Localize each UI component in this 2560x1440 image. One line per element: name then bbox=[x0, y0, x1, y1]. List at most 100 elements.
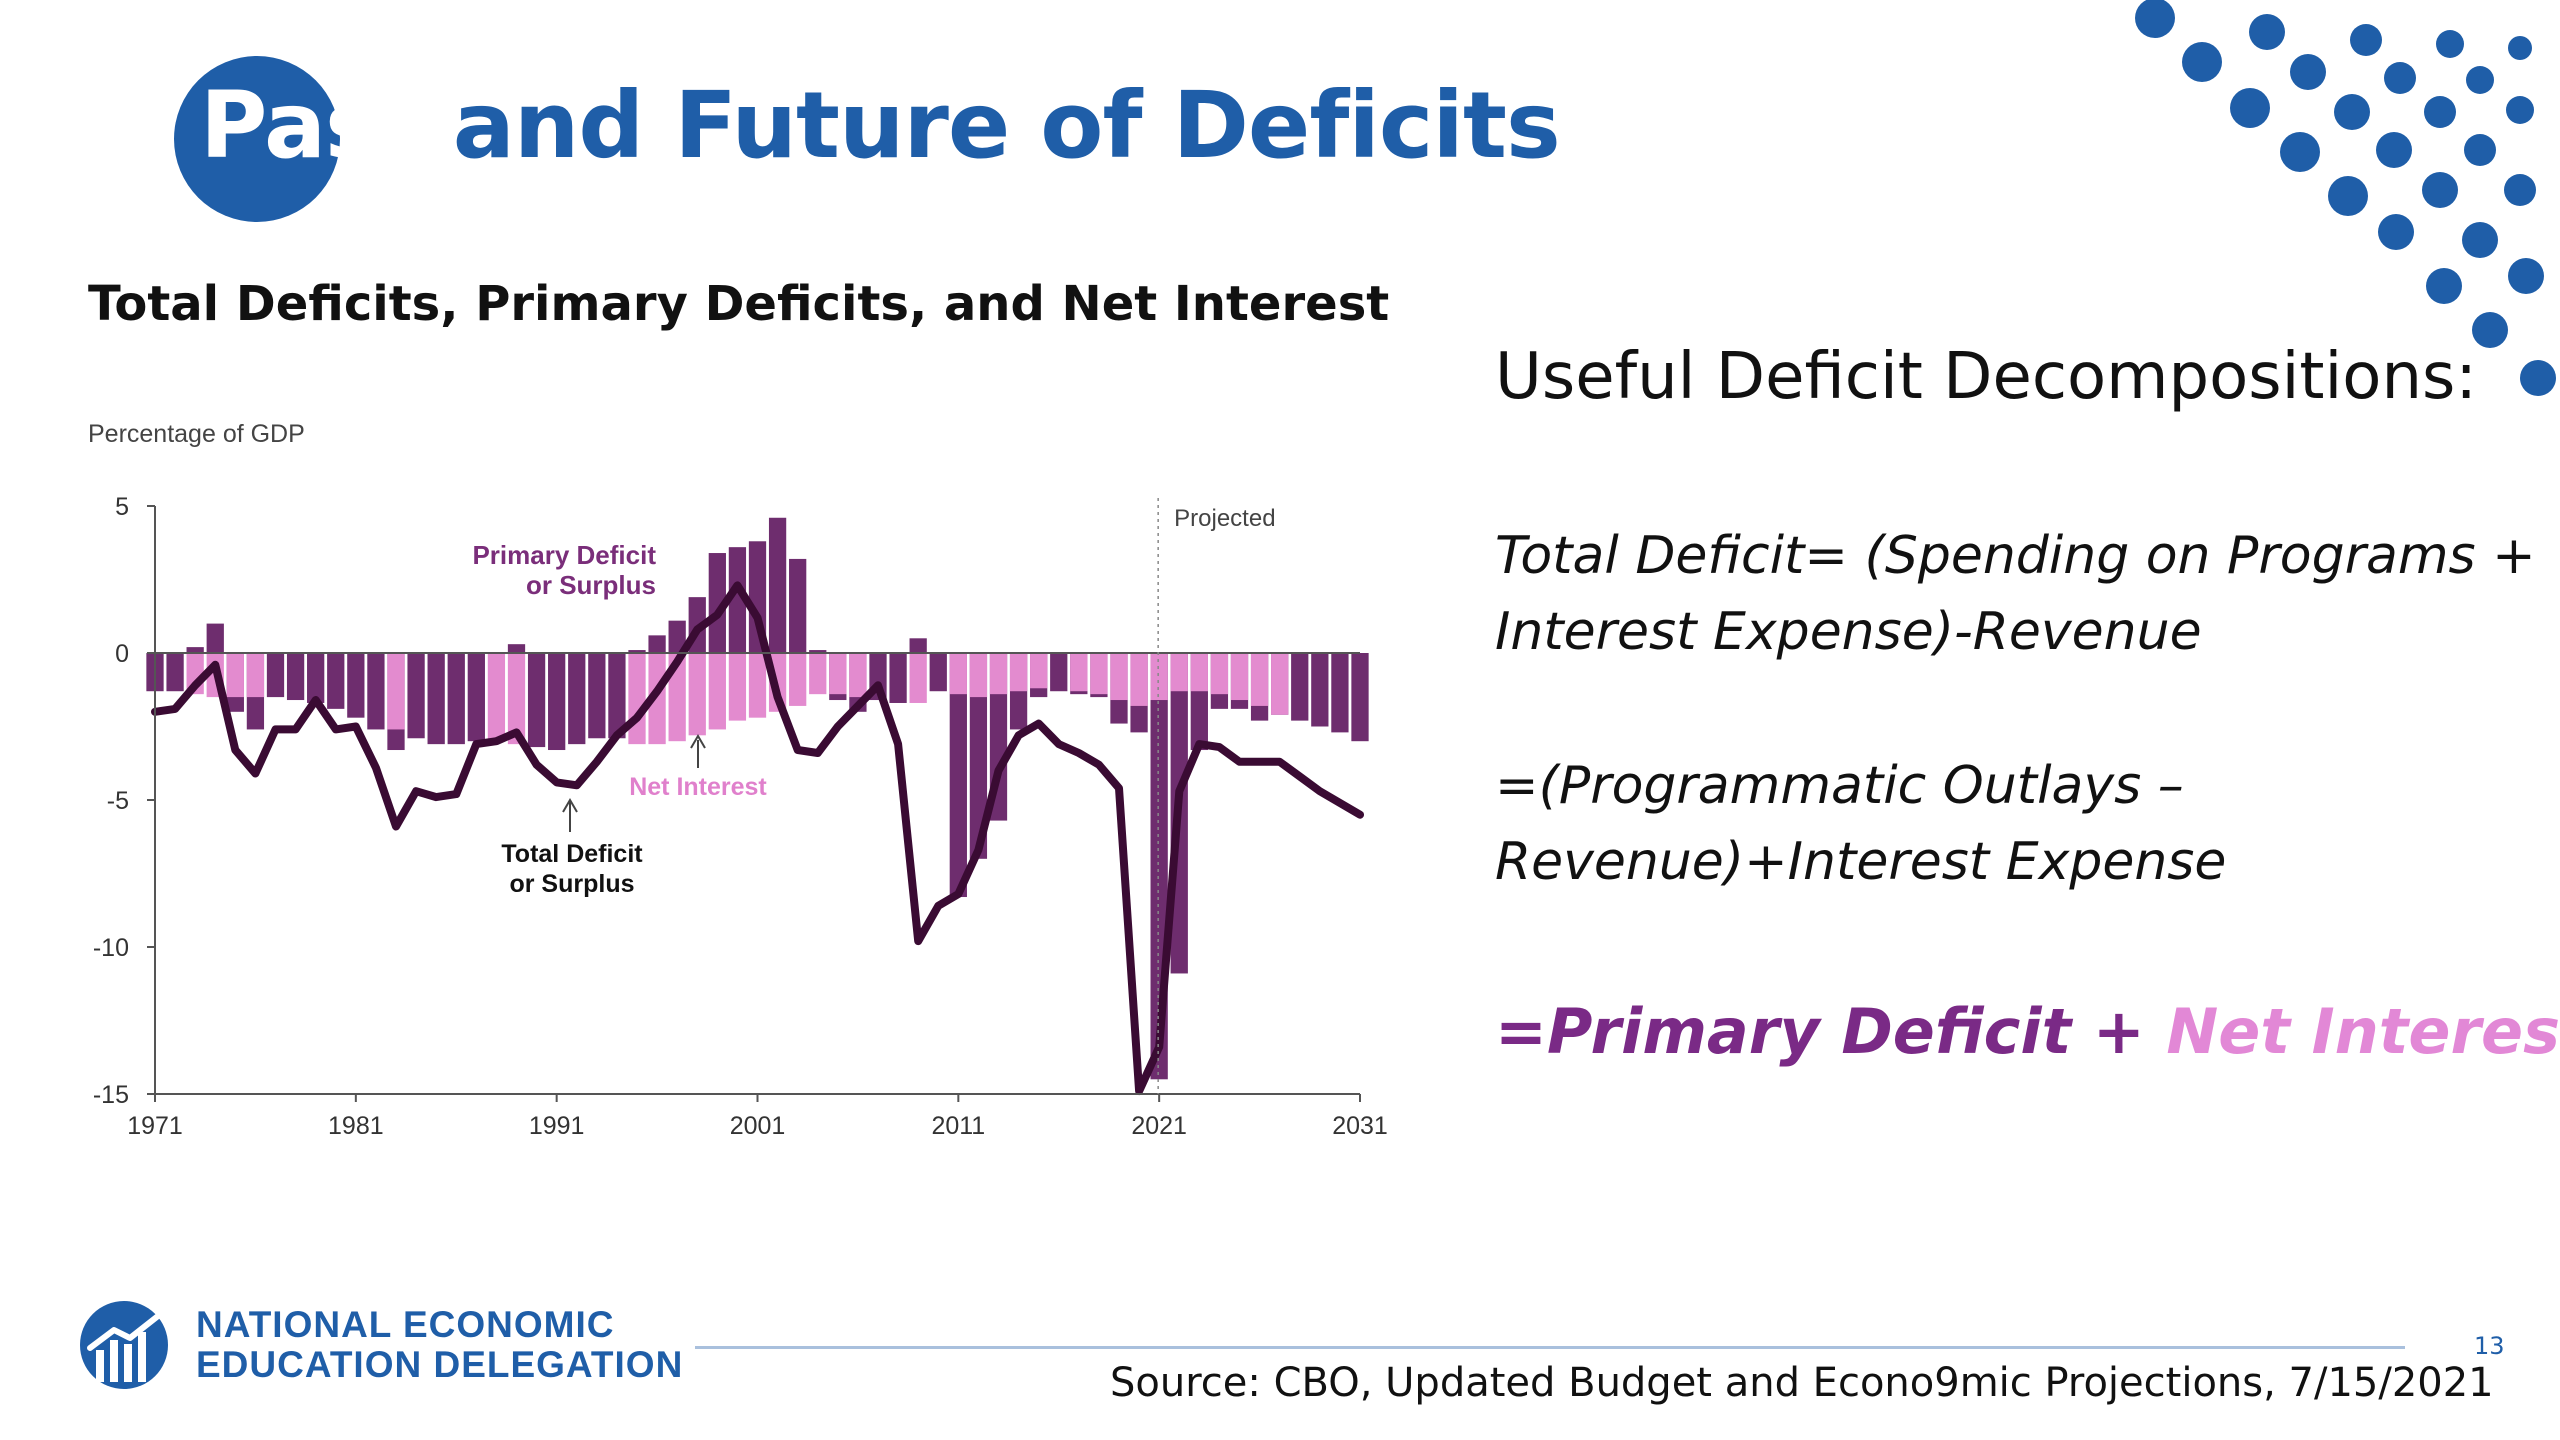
decorative-dot bbox=[2328, 176, 2368, 216]
primary-deficit-bar bbox=[206, 623, 224, 653]
x-tick-label: 2001 bbox=[730, 1112, 786, 1140]
decorative-dot bbox=[2466, 66, 2494, 94]
net-interest-bar bbox=[1130, 653, 1148, 706]
x-tick-label: 2021 bbox=[1131, 1112, 1187, 1140]
net-interest-bar bbox=[789, 653, 807, 706]
net-interest-label: Net Interest bbox=[629, 773, 767, 801]
primary-deficit-bar bbox=[648, 635, 666, 653]
net-interest-bar bbox=[1090, 653, 1108, 695]
decorative-dot bbox=[2135, 0, 2175, 38]
primary-deficit-label-line-1: Primary Deficit bbox=[472, 540, 656, 570]
decorative-dot bbox=[2464, 134, 2496, 166]
equation-line-1: Total Deficit= (Spending on Programs + bbox=[1495, 526, 2536, 586]
primary-deficit-bar bbox=[949, 653, 967, 898]
primary-deficit-bar bbox=[367, 653, 385, 730]
primary-deficit-bar bbox=[548, 653, 566, 751]
equation-final: =Primary Deficit + Net Interest bbox=[1495, 995, 2560, 1068]
y-tick-label: 0 bbox=[115, 640, 129, 668]
decorative-dot bbox=[2384, 62, 2416, 94]
primary-deficit-bar bbox=[768, 517, 787, 653]
decorative-dot bbox=[2350, 24, 2382, 56]
decorative-dot bbox=[2520, 360, 2556, 396]
decorative-dot bbox=[2376, 132, 2412, 168]
primary-deficit-bar bbox=[809, 650, 827, 653]
primary-deficit-bar bbox=[307, 653, 325, 703]
x-tick-label: 2031 bbox=[1332, 1112, 1388, 1140]
primary-deficit-bar bbox=[628, 650, 646, 653]
primary-deficit-label-line-2: or Surplus bbox=[526, 570, 656, 600]
primary-deficit-bar bbox=[1050, 653, 1068, 692]
org-name-line-2: EDUCATION DELEGATION bbox=[196, 1344, 684, 1385]
primary-deficit-bar bbox=[286, 653, 305, 701]
net-interest-bar bbox=[949, 653, 967, 695]
primary-deficit-bar bbox=[789, 558, 807, 653]
primary-deficit-bar bbox=[1351, 653, 1369, 742]
chart-title: Total Deficits, Primary Deficits, and Ne… bbox=[88, 276, 1390, 332]
decorative-dot bbox=[2508, 258, 2544, 294]
net-interest-bar bbox=[989, 653, 1008, 695]
decorative-dot bbox=[2426, 268, 2462, 304]
equation-line-4: Revenue)+Interest Expense bbox=[1495, 832, 2227, 892]
net-interest-bar bbox=[728, 653, 747, 721]
net-interest-bar bbox=[1250, 653, 1269, 706]
primary-deficit-bar bbox=[1291, 653, 1309, 721]
slide-title-first-word: Past bbox=[200, 72, 423, 179]
net-interest-bar bbox=[829, 653, 847, 695]
net-interest-bar bbox=[1170, 653, 1188, 692]
primary-deficit-bar bbox=[327, 653, 345, 709]
net-interest-bar bbox=[809, 653, 827, 695]
deficits-chart: Percentage of GDP 5 0 -5 -10 -15 1971 1981 1991… bbox=[88, 420, 1388, 1140]
primary-deficit-bar bbox=[527, 653, 546, 748]
decorative-dot bbox=[2462, 222, 2498, 258]
decorative-dot bbox=[2290, 54, 2326, 90]
primary-deficit-bar bbox=[186, 647, 204, 653]
decorative-dot bbox=[2504, 174, 2536, 206]
equation-primary-deficit: Primary Deficit bbox=[1546, 995, 2072, 1068]
primary-deficit-bar bbox=[909, 638, 927, 653]
x-tick-label: 1991 bbox=[529, 1112, 585, 1140]
projected-label: Projected bbox=[1174, 505, 1275, 532]
net-interest-bar bbox=[507, 653, 526, 745]
equation-net-interest: Net Interest bbox=[2166, 995, 2560, 1068]
net-interest-bar bbox=[387, 653, 405, 730]
equation-line-3: =(Programmatic Outlays – bbox=[1495, 756, 2184, 816]
net-interest-bar bbox=[748, 653, 767, 718]
primary-deficit-bar bbox=[608, 653, 626, 739]
net-interest-bar bbox=[909, 653, 927, 703]
primary-deficit-bar bbox=[708, 553, 726, 653]
need-logo-icon bbox=[80, 1301, 168, 1389]
net-interest-bar bbox=[628, 653, 646, 745]
primary-deficit-bar bbox=[407, 653, 425, 739]
primary-deficit-bar bbox=[728, 547, 747, 653]
net-interest-bar bbox=[1070, 653, 1088, 692]
primary-deficit-bar bbox=[347, 653, 365, 718]
decorative-dot bbox=[2334, 94, 2370, 130]
net-interest-bar bbox=[1030, 653, 1048, 689]
total-deficit-label-line-2: or Surplus bbox=[509, 870, 634, 898]
total-deficit-arrowhead bbox=[562, 798, 578, 813]
primary-deficit-bar bbox=[467, 653, 485, 742]
source-citation: Source: CBO, Updated Budget and Econo9mi… bbox=[1110, 1360, 2494, 1406]
primary-deficit-bar bbox=[166, 653, 184, 692]
net-interest-bar bbox=[1009, 653, 1028, 692]
net-interest-arrowhead bbox=[690, 734, 706, 749]
org-name-line-1: NATIONAL ECONOMIC bbox=[196, 1304, 615, 1345]
decorative-dot bbox=[2508, 36, 2532, 60]
net-interest-bar bbox=[1230, 653, 1249, 701]
primary-deficit-bar bbox=[929, 653, 947, 692]
decorative-dot bbox=[2182, 42, 2222, 82]
y-tick-label: -15 bbox=[93, 1081, 129, 1109]
primary-deficit-bar bbox=[507, 644, 526, 653]
x-tick-label: 1981 bbox=[328, 1112, 384, 1140]
net-interest-bar bbox=[1150, 653, 1168, 701]
slide-title: Past and Future of Deficits bbox=[200, 72, 1561, 179]
decorative-dot bbox=[2280, 132, 2320, 172]
decorative-dot bbox=[2436, 30, 2464, 58]
net-interest-bar bbox=[688, 653, 706, 736]
primary-deficit-bar bbox=[266, 653, 285, 698]
primary-deficit-bar bbox=[568, 653, 586, 745]
primary-deficit-bar bbox=[1311, 653, 1329, 727]
title-circle-decoration bbox=[174, 56, 340, 222]
net-interest-bar bbox=[487, 653, 506, 742]
